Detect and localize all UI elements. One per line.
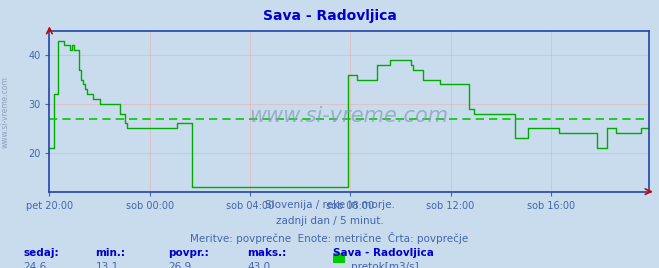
Text: www.si-vreme.com: www.si-vreme.com [1,77,10,148]
Text: 24,6: 24,6 [23,262,46,268]
Text: pretok[m3/s]: pretok[m3/s] [351,262,418,268]
Text: www.si-vreme.com: www.si-vreme.com [250,106,449,126]
Text: zadnji dan / 5 minut.: zadnji dan / 5 minut. [275,216,384,226]
Text: Sava - Radovljica: Sava - Radovljica [262,9,397,23]
Text: Sava - Radovljica: Sava - Radovljica [333,248,434,258]
Text: maks.:: maks.: [247,248,287,258]
Text: min.:: min.: [96,248,126,258]
Text: sedaj:: sedaj: [23,248,59,258]
Text: povpr.:: povpr.: [168,248,209,258]
Text: 13,1: 13,1 [96,262,119,268]
Text: Slovenija / reke in morje.: Slovenija / reke in morje. [264,200,395,210]
Text: 26,9: 26,9 [168,262,191,268]
Text: Meritve: povprečne  Enote: metrične  Črta: povprečje: Meritve: povprečne Enote: metrične Črta:… [190,232,469,244]
Text: 43,0: 43,0 [247,262,270,268]
